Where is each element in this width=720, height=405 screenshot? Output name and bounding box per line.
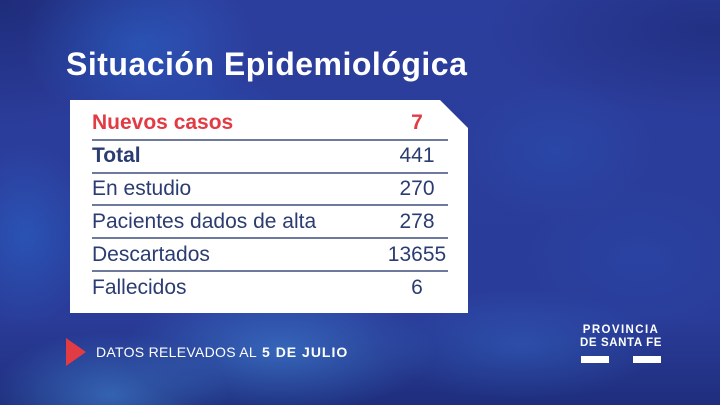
row-value: 441 — [399, 144, 435, 168]
date-note-text: DATOS RELEVADOS AL 5 DE JULIO — [96, 344, 348, 360]
table-row: Fallecidos 6 — [92, 272, 448, 303]
table-row: Descartados 13655 — [92, 239, 448, 273]
row-label: Pacientes dados de alta — [92, 209, 317, 233]
row-value: 13655 — [387, 242, 447, 266]
epidemiology-table-card: Nuevos casos 7 Total 441 En estudio 270 … — [70, 100, 468, 313]
red-play-triangle-icon — [66, 338, 86, 366]
row-label: Total — [92, 144, 141, 168]
row-label: Descartados — [92, 242, 210, 266]
logo-line2: DE SANTA FE — [580, 336, 662, 349]
date-note: DATOS RELEVADOS AL 5 DE JULIO — [66, 338, 348, 366]
logo-line1: PROVINCIA — [582, 324, 660, 336]
row-label: En estudio — [92, 177, 192, 201]
date-note-prefix: DATOS RELEVADOS AL — [96, 344, 258, 360]
row-value: 6 — [411, 275, 423, 299]
epi-table-rows: Nuevos casos 7 Total 441 En estudio 270 … — [92, 108, 448, 303]
table-row: Nuevos casos 7 — [92, 108, 448, 141]
row-value: 7 — [411, 111, 423, 135]
row-label: Nuevos casos — [92, 111, 234, 135]
row-value: 278 — [399, 209, 435, 233]
table-row: Pacientes dados de alta 278 — [92, 206, 448, 240]
logo-bar-right — [633, 356, 661, 363]
table-row: En estudio 270 — [92, 174, 448, 207]
table-row: Total 441 — [92, 141, 448, 174]
logo-bar-left — [581, 356, 609, 363]
provincia-santa-fe-logo: PROVINCIA DE SANTA FE — [579, 324, 663, 363]
row-label: Fallecidos — [92, 275, 187, 299]
date-note-date: 5 DE JULIO — [262, 344, 349, 360]
logo-bars-icon — [579, 356, 663, 363]
row-value: 270 — [399, 177, 435, 201]
page-title: Situación Epidemiológica — [66, 46, 468, 82]
